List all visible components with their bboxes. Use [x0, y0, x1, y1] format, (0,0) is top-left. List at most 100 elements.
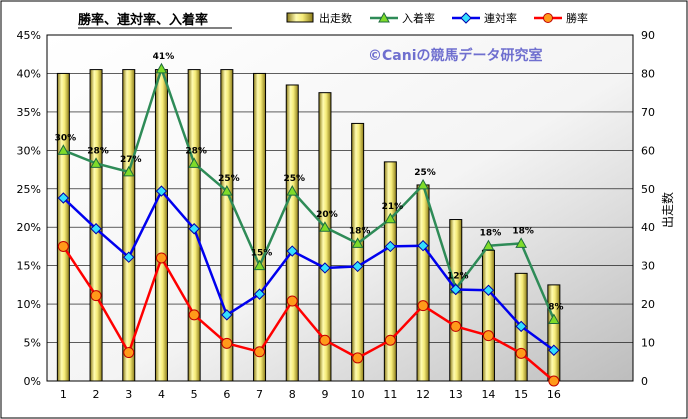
data-label: 28%	[87, 146, 109, 156]
marker-diamond	[188, 223, 200, 235]
series-line	[62, 245, 555, 382]
data-label: 18%	[480, 229, 502, 239]
marker-triangle	[90, 157, 102, 168]
legend-marker-triangle	[378, 11, 390, 23]
y-right-tick-label: 10	[641, 337, 655, 350]
bar	[122, 69, 136, 382]
marker-diamond	[155, 185, 168, 197]
marker-diamond	[548, 344, 560, 356]
y-right-tick-label: 40	[641, 221, 655, 234]
marker-circle	[90, 290, 102, 302]
data-label: 25%	[218, 174, 240, 184]
data-labels-group: 30% 28% 27% 41% 28% 25% 15% 25% 20% 18% 21% 25% 12% 1…	[55, 52, 564, 313]
marker-triangle	[515, 237, 527, 248]
y-left-tick-label: 30%	[17, 144, 41, 157]
data-label: 25%	[283, 174, 305, 184]
y-axis-left: 0% 5% 10% 15% 20% 25% 30% 35% 40% 45%	[17, 29, 41, 388]
marker-triangle	[384, 212, 397, 224]
data-label: 20%	[316, 210, 338, 220]
marker-triangle	[57, 144, 70, 155]
marker-diamond	[450, 283, 462, 296]
data-label: 30%	[55, 133, 77, 143]
marker-triangle	[221, 185, 233, 196]
x-tick-label: 8	[289, 388, 296, 401]
marker-circle	[57, 240, 69, 252]
y-left-tick-label: 20%	[17, 221, 41, 234]
marker-triangle	[548, 313, 560, 324]
y-left-tick-label: 5%	[24, 337, 41, 350]
marker-circle	[548, 375, 560, 387]
data-label: 15%	[251, 249, 273, 259]
y-right-tick-label: 20	[641, 298, 655, 311]
x-tick-label: 2	[93, 388, 100, 401]
y-right-tick-label: 60	[641, 144, 655, 157]
marker-circle	[482, 330, 494, 342]
marker-diamond	[57, 192, 70, 204]
data-label: 18%	[512, 226, 534, 236]
plot-area	[46, 34, 634, 382]
marker-diamond	[286, 245, 298, 257]
y-left-tick-label: 40%	[17, 67, 41, 80]
y-left-tick-label: 25%	[17, 183, 41, 196]
x-tick-label: 1	[60, 388, 67, 401]
bar	[318, 92, 332, 382]
y-right-tick-label: 80	[641, 67, 655, 80]
chart-title: 勝率、連対率、入着率	[78, 12, 208, 28]
marker-circle	[286, 295, 298, 307]
marker-circle	[319, 334, 331, 346]
marker-circle	[515, 347, 527, 359]
y-axis-right-title: 出走数	[660, 192, 675, 228]
markers-group	[57, 62, 560, 387]
marker-circle	[254, 346, 266, 358]
data-label: 21%	[382, 202, 404, 212]
x-tick-label: 14	[481, 388, 495, 401]
x-tick-label: 6	[223, 388, 230, 401]
x-tick-label: 7	[256, 388, 263, 401]
marker-diamond	[319, 262, 331, 274]
marker-triangle	[155, 62, 168, 74]
marker-diamond	[123, 251, 135, 263]
bar	[56, 72, 70, 382]
bar	[253, 72, 267, 382]
bar	[449, 219, 463, 382]
legend-label: 勝率	[566, 11, 588, 25]
marker-circle	[384, 334, 396, 346]
x-tick-label: 11	[383, 388, 397, 401]
bar	[383, 161, 397, 382]
legend-swatch-bar	[286, 12, 314, 23]
x-tick-label: 16	[547, 388, 561, 401]
legend-label: 入着率	[402, 11, 435, 25]
data-label: 12%	[447, 272, 469, 282]
y-right-tick-label: 0	[641, 375, 648, 388]
y-right-tick-label: 30	[641, 260, 655, 273]
marker-triangle	[188, 157, 200, 168]
marker-diamond	[515, 320, 527, 333]
marker-triangle	[351, 237, 364, 248]
x-tick-label: 10	[351, 388, 365, 401]
series-line	[62, 189, 555, 352]
marker-diamond	[384, 240, 397, 253]
y-axis-right: 0 10 20 30 40 50 60 70 80 90	[641, 29, 655, 388]
x-tick-label: 3	[125, 388, 132, 401]
y-left-tick-label: 15%	[17, 260, 41, 273]
bar	[416, 184, 430, 382]
x-tick-label: 13	[449, 388, 463, 401]
bar	[154, 69, 168, 382]
legend: 出走数 入着率 連対率 勝率	[286, 11, 588, 25]
data-label: 8%	[548, 302, 563, 312]
marker-circle	[450, 320, 462, 332]
y-left-tick-label: 35%	[17, 106, 41, 119]
marker-triangle	[286, 185, 299, 196]
marker-triangle	[417, 178, 429, 190]
lines-group	[62, 67, 556, 382]
x-tick-label: 15	[514, 388, 528, 401]
x-tick-label: 9	[321, 388, 328, 401]
marker-triangle	[319, 221, 331, 232]
x-tick-label: 12	[416, 388, 430, 401]
bar	[481, 249, 495, 382]
marker-circle	[221, 337, 233, 349]
marker-circle	[352, 352, 364, 364]
marker-diamond	[351, 260, 364, 273]
